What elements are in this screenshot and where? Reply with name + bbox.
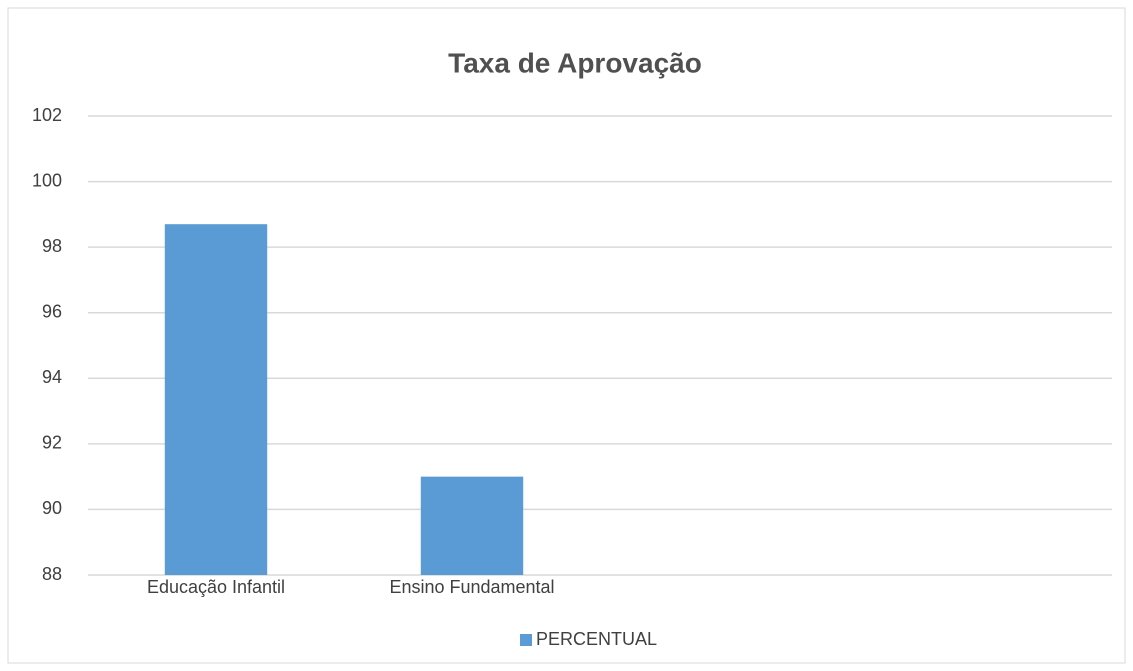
y-tick-label: 100 <box>32 170 62 190</box>
chart-border <box>7 7 1126 664</box>
y-tick-label: 94 <box>42 367 62 387</box>
y-tick-label: 88 <box>42 564 62 584</box>
legend-label: PERCENTUAL <box>536 629 657 649</box>
bar <box>420 476 524 575</box>
y-tick-label: 96 <box>42 301 62 321</box>
y-tick-label: 98 <box>42 236 62 256</box>
y-tick-label: 92 <box>42 433 62 453</box>
chart-title: Taxa de Aprovação <box>448 47 702 78</box>
bar <box>164 224 268 575</box>
x-tick-label: Ensino Fundamental <box>389 577 554 597</box>
y-tick-label: 102 <box>32 105 62 125</box>
y-tick-label: 90 <box>42 498 62 518</box>
x-tick-label: Educação Infantil <box>147 577 285 597</box>
legend-swatch <box>520 634 532 646</box>
